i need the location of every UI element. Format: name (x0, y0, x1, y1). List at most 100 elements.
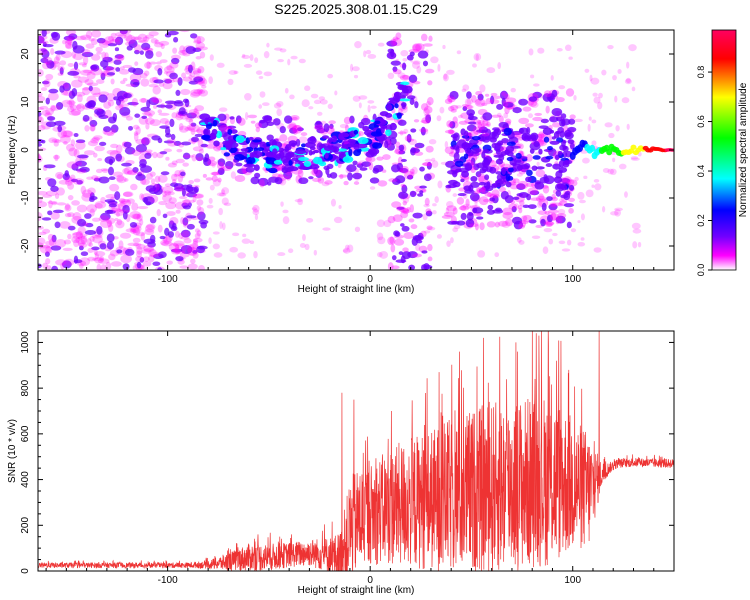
spectrogram-blob (386, 40, 398, 47)
spectrogram-blob (486, 221, 496, 228)
spectrogram-blob (318, 96, 326, 101)
spectrogram-blob (77, 226, 86, 234)
spectrogram-blob (88, 242, 93, 248)
spectrogram-blob (220, 147, 227, 151)
spectrogram-blob (165, 201, 177, 210)
spectrogram-blob (218, 207, 224, 216)
spectrogram-blob (244, 111, 249, 120)
spectrogram-blob (536, 133, 546, 138)
spectrogram-blob (583, 175, 588, 180)
spectrogram-blob (394, 231, 401, 237)
spectrogram-blob (120, 200, 128, 205)
spectrogram-blob (448, 98, 453, 103)
spectrogram-blob (88, 38, 95, 42)
spectrogram-blob (518, 207, 523, 214)
spectrogram-blob (472, 148, 480, 154)
spectrogram-blob (400, 210, 409, 219)
spectrogram-blob (106, 72, 116, 76)
spectrogram-blob (297, 169, 304, 178)
spectrogram-blob (155, 51, 163, 58)
spectrogram-blob (159, 125, 170, 129)
spectrogram-blob (377, 180, 388, 187)
spectrogram-blob (67, 182, 75, 190)
spectrogram-blob (502, 212, 514, 219)
spectrogram-blob (178, 123, 184, 131)
spectrogram-blob (45, 258, 51, 265)
spectrogram-blob (47, 178, 57, 187)
spectrogram-blob (148, 254, 155, 263)
spectrogram-blob (183, 198, 191, 206)
spectrogram-blob (597, 101, 603, 110)
spectrogram-blob (483, 182, 491, 189)
spectrogram-blob (193, 35, 205, 44)
spectrogram-blob (64, 40, 73, 44)
spectrogram-blob (501, 137, 509, 144)
spectrogram-blob (505, 173, 511, 182)
spectrogram-blob (422, 60, 429, 67)
spectrogram-blob (365, 156, 376, 163)
spectrogram-blob (423, 203, 430, 208)
spectrogram-blob (397, 131, 407, 135)
spectrogram-blob (149, 234, 156, 243)
spectrogram-blob (173, 240, 185, 249)
spectrogram-blob (42, 44, 54, 48)
spectrogram-blob (192, 193, 204, 199)
spectrogram-blob (530, 101, 539, 108)
spectrogram-blob (110, 261, 122, 267)
spectrogram-blob (339, 123, 349, 129)
spectrogram-blob (373, 164, 384, 173)
spectrogram-blob (408, 264, 416, 270)
spectrogram-blob (38, 116, 44, 124)
spectrogram-blob (149, 251, 161, 258)
spectrogram-blob (101, 168, 109, 173)
spectrogram-blob (84, 229, 97, 235)
spectrogram-blob (630, 156, 639, 160)
spectrogram-blob (338, 174, 348, 178)
spectrogram-ytick-label: -10 (20, 190, 31, 205)
spectrogram-blob (480, 123, 490, 127)
spectrogram-blob (505, 218, 513, 227)
spectrogram-blob (400, 183, 406, 188)
spectrogram-blob (152, 98, 163, 104)
spectrogram-blob (624, 191, 628, 198)
spectrogram-blob (158, 40, 170, 46)
spectrogram-blob (259, 91, 266, 98)
spectrogram-blob (569, 142, 575, 150)
spectrogram-blob (168, 197, 177, 204)
spectrogram-blob (171, 160, 178, 166)
spectrogram-blob (546, 214, 553, 223)
spectrogram-blob (423, 173, 432, 182)
spectrogram-blob (564, 191, 571, 196)
spectrogram-blob (114, 36, 124, 46)
spectrogram-blob (63, 239, 72, 245)
spectrogram-blob (621, 97, 630, 104)
spectrogram-blob (177, 77, 183, 86)
spectrogram-blob (41, 40, 49, 45)
spectrogram-blob (152, 105, 158, 109)
spectrogram-blob (85, 222, 94, 228)
spectrogram-blob (54, 193, 60, 199)
spectrogram-blob (304, 243, 310, 251)
spectrogram-blob (519, 220, 527, 228)
spectrogram-blob (53, 154, 60, 160)
spectrogram-blob (420, 33, 428, 42)
spectrogram-blob (40, 48, 47, 52)
spectrogram-blob (249, 240, 255, 245)
spectrogram-blob (625, 77, 631, 84)
spectrogram-blob (390, 60, 401, 66)
spectrogram-blob (96, 225, 103, 235)
spectrogram-blob (195, 129, 205, 133)
spectrogram-blob (489, 136, 497, 143)
spectrogram-blob (174, 246, 181, 255)
spectrogram-blob (64, 213, 72, 218)
spectrogram-blob (59, 60, 67, 66)
spectrogram-blob (253, 164, 260, 172)
spectrogram-xtick-label: -100 (158, 274, 178, 285)
spectrogram-blob (299, 166, 309, 170)
spectrogram-blob (273, 102, 282, 109)
spectrogram-blob (157, 174, 168, 183)
spectrogram-blob (38, 138, 44, 144)
spectrogram-blob (410, 171, 415, 177)
spectrogram-blob (140, 232, 146, 241)
spectrogram-blob (240, 156, 248, 160)
